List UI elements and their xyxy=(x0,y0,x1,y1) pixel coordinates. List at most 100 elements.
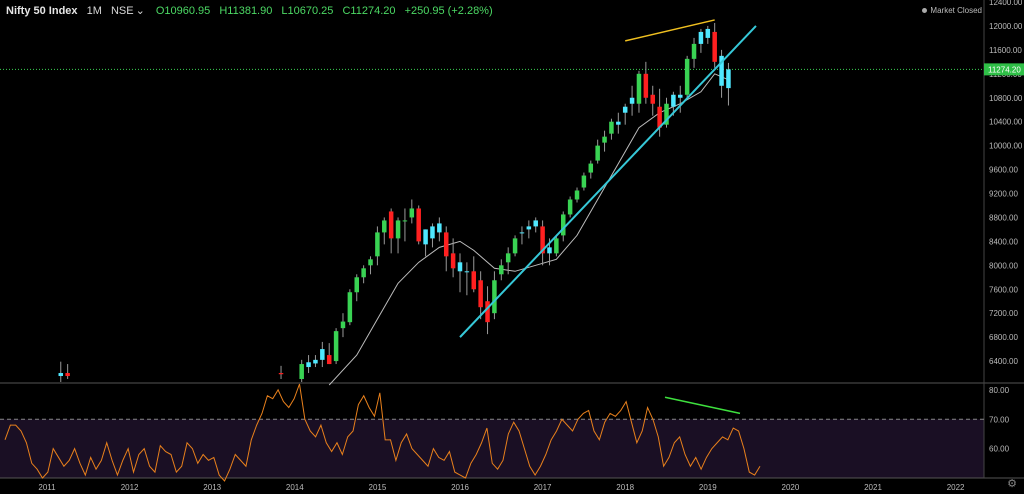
candle-body xyxy=(684,58,690,95)
open-value: O10960.95 xyxy=(155,5,211,17)
candle-body xyxy=(457,262,463,272)
candle-body xyxy=(505,253,511,263)
time-tick-label: 2012 xyxy=(121,483,139,492)
candle-body xyxy=(347,292,353,323)
time-tick-label: 2020 xyxy=(782,483,800,492)
candle-body xyxy=(313,359,318,364)
price-tick-label: 8000.00 xyxy=(989,261,1018,270)
symbol-name[interactable]: Nifty 50 Index xyxy=(6,5,78,17)
candle-body xyxy=(416,208,421,242)
price-tick-label: 8400.00 xyxy=(989,237,1018,246)
market-status-label: Market Closed xyxy=(930,6,982,15)
candle-body xyxy=(671,94,676,107)
candle-body xyxy=(533,220,538,227)
candle-body xyxy=(354,277,359,293)
candle-body xyxy=(443,232,449,257)
time-tick-label: 2016 xyxy=(451,483,469,492)
candle-body xyxy=(561,214,566,236)
candle-body xyxy=(492,280,497,314)
candle-body xyxy=(602,136,607,143)
exchange-label[interactable]: NSE xyxy=(110,5,134,17)
candle-body xyxy=(423,229,428,245)
candle-body xyxy=(320,349,325,360)
rsi-divergence-line[interactable] xyxy=(664,396,741,415)
candle-body xyxy=(650,94,655,104)
candle-body xyxy=(395,220,401,239)
price-tick-label: 6800.00 xyxy=(989,333,1018,342)
candle-body xyxy=(65,373,70,377)
candle-body xyxy=(540,226,545,254)
candle-body xyxy=(519,232,525,234)
high-value: H11381.90 xyxy=(219,5,273,17)
candle-body xyxy=(657,106,662,128)
candle-body xyxy=(595,145,600,161)
candle-body xyxy=(340,321,346,329)
price-tick-label: 12400.00 xyxy=(989,0,1023,7)
last-price-tag xyxy=(984,63,1024,76)
candle-body xyxy=(409,208,415,218)
candle-body xyxy=(333,331,339,362)
candle-body xyxy=(526,226,532,230)
price-tick-label: 6400.00 xyxy=(989,357,1018,366)
candle-body xyxy=(581,175,587,188)
candle-body xyxy=(388,211,394,239)
rsi-line xyxy=(4,383,761,482)
low-value: L10670.25 xyxy=(281,5,334,17)
rsi-tick-label: 80.00 xyxy=(989,386,1010,395)
rsi-tick-label: 60.00 xyxy=(989,445,1010,454)
price-tick-label: 9600.00 xyxy=(989,166,1018,175)
candle-body xyxy=(485,301,490,323)
time-tick-label: 2013 xyxy=(203,483,221,492)
candle-body xyxy=(719,55,724,86)
price-tick-label: 12000.00 xyxy=(989,22,1023,31)
candle-body xyxy=(691,43,697,59)
candle-body xyxy=(402,220,408,222)
candle-body xyxy=(450,253,456,269)
resistance-trendline[interactable] xyxy=(625,19,715,42)
price-tick-label: 7200.00 xyxy=(989,309,1018,318)
candle-body xyxy=(58,373,64,377)
price-tick-label: 7600.00 xyxy=(989,285,1018,294)
candle-body xyxy=(278,373,284,375)
time-tick-label: 2011 xyxy=(38,483,56,492)
candle-body xyxy=(622,106,628,113)
candle-body xyxy=(368,259,373,266)
change-value: +250.95 (+2.28%) xyxy=(404,5,493,17)
gear-icon[interactable]: ⚙ xyxy=(1007,478,1017,490)
candle-body xyxy=(567,199,573,215)
support-trendline[interactable] xyxy=(459,25,757,338)
candle-body xyxy=(375,232,380,257)
candle-body xyxy=(361,268,366,278)
interval-label[interactable]: 1M xyxy=(86,5,102,17)
time-tick-label: 2021 xyxy=(864,483,882,492)
header-bar: Nifty 50 Index 1M NSE ⌄ O10960.95 H11381.… xyxy=(6,4,499,17)
rsi-band xyxy=(0,419,984,478)
time-tick-label: 2015 xyxy=(369,483,387,492)
candle-body xyxy=(609,121,614,134)
candle-body xyxy=(554,238,559,254)
candle-body xyxy=(629,97,635,104)
price-tick-label: 9200.00 xyxy=(989,190,1018,199)
time-tick-label: 2019 xyxy=(699,483,717,492)
close-value: C11274.20 xyxy=(342,5,396,17)
time-tick-label: 2014 xyxy=(286,483,304,492)
candle-body xyxy=(299,364,304,380)
candle-body xyxy=(705,28,711,38)
status-dot-icon xyxy=(922,8,928,14)
candle-body xyxy=(478,280,483,308)
candle-body xyxy=(726,69,731,89)
candle-body xyxy=(547,247,552,254)
last-price-tag-label: 11274.20 xyxy=(988,65,1021,74)
time-tick-label: 2022 xyxy=(947,483,965,492)
chevron-down-icon[interactable]: ⌄ xyxy=(135,5,145,17)
candle-body xyxy=(306,362,311,368)
candle-body xyxy=(471,271,477,290)
candle-body xyxy=(382,220,387,233)
candle-body xyxy=(643,73,649,98)
time-tick-label: 2017 xyxy=(534,483,552,492)
candle-body xyxy=(499,265,504,275)
price-tick-label: 10400.00 xyxy=(989,118,1023,127)
candle-body xyxy=(678,94,683,98)
candle-body xyxy=(616,121,621,125)
